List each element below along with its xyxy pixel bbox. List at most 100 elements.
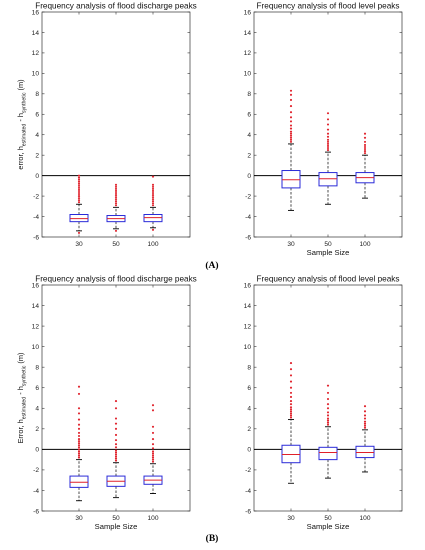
chart-1-xtick-label: 50: [112, 241, 120, 248]
chart-3-outlier-point: [77, 448, 81, 451]
chart-1-ytick-label: 6: [35, 112, 39, 119]
chart-2-outlier-point: [363, 152, 367, 155]
chart-2-ytick-label: -2: [245, 193, 251, 200]
chart-1-outlier-point: [151, 194, 155, 197]
chart-4-outlier-point: [289, 395, 293, 399]
chart-3-ylabel-part: Error, h: [16, 419, 25, 443]
chart-3-outlier-point: [151, 447, 155, 450]
chart-3-ytick-label: -2: [33, 467, 39, 474]
chart-1-outlier-point: [151, 198, 155, 201]
chart-3-outlier-point: [114, 453, 118, 456]
chart-3-ylabel-part: (m): [16, 352, 25, 365]
chart-1-ytick-label: 2: [35, 152, 39, 159]
chart-3-outlier-point: [77, 427, 81, 430]
chart-4-outlier-point: [326, 423, 330, 426]
chart-1-outlier-point: [77, 176, 81, 179]
chart-4-ytick-label: 10: [244, 344, 252, 351]
chart-4-outlier-point: [363, 422, 367, 425]
chart-4-box-30: [281, 362, 301, 484]
chart-2-outlier-point: [326, 112, 330, 115]
chart-2-outlier-point: [289, 124, 293, 127]
chart-3-ylabel-part: estimated: [22, 397, 28, 420]
chart-3-outlier-point: [151, 460, 155, 463]
chart-3-outlier-point: [114, 451, 118, 454]
chart-1-outlier-point: [151, 187, 155, 190]
chart-1-outlier-point: [151, 183, 155, 186]
chart-1-ylabel-part: error, h: [16, 146, 25, 169]
chart-4-outlier-point: [363, 405, 367, 408]
chart-1-ytick-label: 14: [32, 30, 40, 37]
chart-1-outlier-point: [114, 187, 118, 190]
chart-1-outlier-point: [114, 198, 118, 201]
chart-a-level-peaks: Frequency analysis of flood level peaks -…: [244, 2, 403, 257]
chart-3-ytick-label: 2: [35, 426, 39, 433]
chart-4-outlier-point: [363, 424, 367, 427]
chart-2-outlier-point: [363, 136, 367, 139]
chart-1-outlier-point: [151, 191, 155, 195]
chart-3-ytick-label: 6: [35, 385, 39, 392]
chart-1-ytick-label: 0: [35, 173, 39, 180]
panel-label-b: (B): [206, 533, 219, 544]
chart-1-outlier-point: [77, 180, 81, 183]
chart-3-ytick-label: 12: [32, 323, 40, 330]
chart-2-outlier-point: [289, 111, 293, 114]
chart-1-ytick-label: 8: [35, 91, 39, 98]
chart-1-outlier-point: [114, 191, 118, 195]
chart-4-title: Frequency analysis of flood level peaks: [257, 275, 400, 284]
chart-3-plot-frame: [41, 284, 191, 512]
chart-4-ytick-label: -4: [245, 488, 251, 495]
chart-3-outlier-point: [114, 457, 118, 460]
chart-2-ytick-label: 6: [247, 112, 251, 119]
chart-2-box-100: [355, 132, 375, 199]
chart-1-outlier-point: [77, 201, 81, 204]
chart-1-outlier-point: [114, 194, 118, 197]
chart-1-ytick-label: 10: [32, 71, 40, 78]
chart-4-xtick-label: 50: [324, 515, 332, 522]
chart-4-outlier-point: [289, 412, 293, 415]
chart-1-ylabel-part: estimated: [22, 124, 28, 147]
chart-1-ylabel-part: (m): [16, 79, 25, 92]
chart-2-iqr-box: [281, 170, 301, 189]
chart-3-outlier-point: [114, 449, 118, 452]
chart-3-outlier-point: [77, 442, 81, 445]
chart-2-outlier-point: [289, 89, 293, 92]
chart-3-ylabel-part: synthetic: [22, 365, 28, 386]
chart-2-outlier-point: [326, 123, 330, 126]
chart-1-outlier-point: [77, 195, 81, 198]
chart-2-title: Frequency analysis of flood level peaks: [257, 2, 400, 11]
chart-4-outlier-point: [326, 417, 330, 420]
chart-3-outlier-point: [151, 425, 155, 428]
chart-3-outlier-point: [77, 431, 81, 434]
chart-4-outlier-point: [289, 374, 293, 377]
chart-2-iqr-box: [318, 172, 338, 187]
chart-1-outlier-point: [77, 182, 81, 185]
chart-1-outlier-point: [114, 185, 118, 188]
panel-label-a: (A): [205, 260, 218, 271]
chart-4-outlier-point: [363, 414, 367, 417]
chart-4-outlier-point: [289, 408, 293, 411]
chart-2-xtick-label: 50: [324, 241, 332, 248]
chart-2-outlier-point: [363, 140, 367, 143]
chart-2-outlier-point: [326, 128, 330, 131]
chart-2-xlabel: Sample Size: [307, 248, 350, 257]
chart-4-ytick-label: 2: [247, 426, 251, 433]
chart-1-ytick-label: -4: [33, 214, 39, 221]
chart-4-outlier-point: [326, 384, 330, 387]
chart-3-outlier-point: [151, 404, 155, 407]
chart-1-xtick-label: 30: [75, 241, 83, 248]
chart-2-outlier-point: [289, 134, 293, 137]
chart-4-ytick-label: -2: [245, 467, 251, 474]
chart-3-outlier-point: [114, 400, 118, 403]
chart-2-outlier-point: [326, 140, 330, 143]
chart-1-iqr-box: [143, 214, 163, 223]
chart-4-outlier-point: [289, 416, 293, 419]
chart-4-outlier-point: [326, 407, 330, 410]
chart-2-outlier-point: [326, 149, 330, 152]
chart-4-outlier-point: [289, 362, 293, 365]
chart-1-outlier-point: [77, 190, 81, 194]
chart-1-outlier-point: [77, 174, 81, 177]
chart-2-outlier-point: [289, 127, 293, 130]
chart-3-outlier-point: [151, 438, 155, 441]
chart-3-outlier-point: [77, 407, 81, 410]
chart-3-ytick-label: 8: [35, 364, 39, 371]
